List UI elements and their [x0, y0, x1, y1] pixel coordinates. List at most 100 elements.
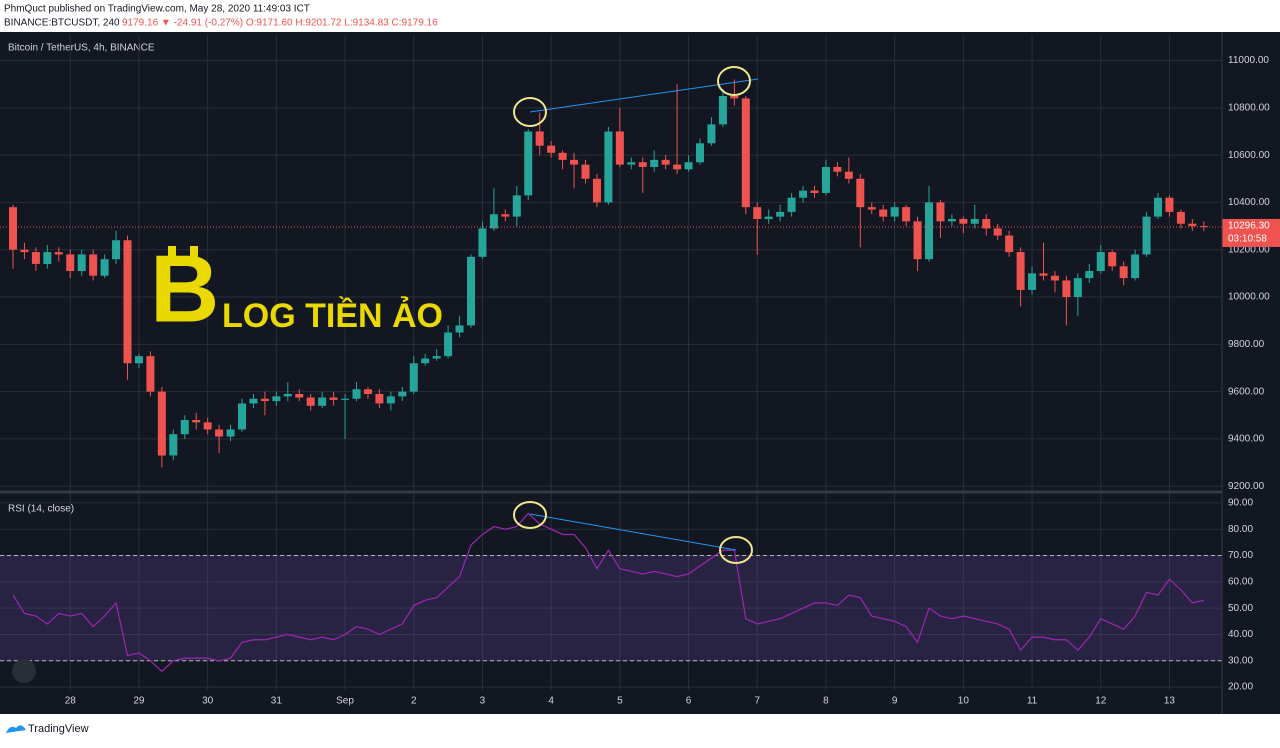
y-tick-label: 10000.00: [1228, 292, 1270, 303]
highlight-circle: [717, 66, 751, 96]
y-tick-label: 10400.00: [1228, 197, 1270, 208]
candle-body: [1096, 252, 1105, 272]
x-tick-label: 30: [202, 696, 214, 707]
candle-body: [398, 391, 407, 397]
candle-body: [192, 420, 201, 423]
plot: 9200.009400.009600.009800.0010000.001020…: [0, 35, 1280, 707]
candle-body: [867, 207, 876, 210]
y-tick-label: 20.00: [1228, 682, 1253, 693]
published: PhmQuct published on TradingView.com, Ma…: [4, 4, 310, 15]
candle-body: [707, 124, 716, 144]
candle-body: [650, 159, 659, 167]
candle-body: [1108, 252, 1117, 267]
candle-body: [638, 162, 647, 167]
candle-body: [180, 420, 189, 435]
candle-body: [627, 162, 636, 165]
candle-body: [753, 207, 762, 219]
logo-button[interactable]: [12, 659, 36, 683]
y-tick-label: 70.00: [1228, 550, 1253, 561]
candle-body: [1165, 197, 1174, 212]
logo-bar: [168, 246, 176, 260]
x-tick-label: 6: [686, 696, 692, 707]
x-tick-label: 2: [411, 696, 417, 707]
y-tick-label: 10600.00: [1228, 150, 1270, 161]
candle-body: [1188, 223, 1197, 227]
countdown: 03:10:58: [1228, 234, 1267, 245]
candle-body: [833, 166, 842, 172]
candle-body: [341, 398, 350, 400]
candle-body: [146, 356, 155, 392]
y-tick-label: 9400.00: [1228, 434, 1265, 445]
symbol: BINANCE:BTCUSDT, 240: [4, 18, 120, 29]
candle-body: [295, 393, 304, 398]
candle-body: [100, 259, 109, 276]
candle-body: [730, 96, 739, 99]
candle-body: [489, 214, 498, 229]
candle-body: [1119, 266, 1128, 279]
candle-body: [375, 393, 384, 404]
candle-body: [970, 218, 979, 224]
candle-body: [844, 171, 853, 179]
candle-body: [799, 190, 808, 198]
candle-body: [77, 254, 86, 272]
candle-body: [661, 159, 670, 165]
rsi-band: [0, 555, 1222, 661]
candle-body: [696, 143, 704, 163]
quote: 9179.16 ▼ -24.91 (-0.27%) O:9171.60 H:92…: [122, 18, 438, 29]
x-tick-label: 28: [65, 696, 77, 707]
candle-body: [215, 429, 224, 437]
rsi-line: [12, 512, 1204, 673]
candle-body: [306, 397, 315, 406]
candle-body: [329, 397, 338, 400]
candle-body: [1154, 197, 1162, 217]
candle-body: [467, 256, 475, 326]
y-tick-label: 60.00: [1228, 576, 1253, 587]
y-tick-label: 9800.00: [1228, 339, 1265, 350]
y-tick-label: 11000.00: [1228, 55, 1269, 66]
highlight-circle: [719, 536, 753, 564]
candle-body: [1039, 273, 1048, 276]
brand: TradingView: [28, 723, 89, 735]
candle-body: [902, 207, 911, 222]
candle-body: [947, 218, 956, 222]
candle-body: [283, 393, 292, 397]
logo-bar: [190, 246, 198, 260]
candle-body: [386, 396, 395, 404]
x-tick-label: 29: [133, 696, 145, 707]
rsi-trendline: [529, 513, 737, 551]
candle-body: [89, 254, 98, 276]
candle-body: [993, 228, 1002, 236]
candle-body: [501, 214, 510, 217]
x-tick-label: 31: [271, 696, 283, 707]
candle-body: [444, 332, 453, 357]
candle-body: [1176, 211, 1185, 224]
candle-body: [776, 211, 785, 217]
candle-body: [615, 131, 624, 165]
candle-body: [20, 249, 29, 253]
y-tick-label: 10800.00: [1228, 102, 1270, 113]
candle-body: [1142, 216, 1151, 255]
chart-title: Bitcoin / TetherUS, 4h, BINANCE: [8, 43, 155, 54]
last-price-label: 10296.30: [1228, 221, 1270, 232]
candle-body: [936, 202, 945, 222]
x-tick-label: 11: [1027, 696, 1038, 707]
x-tick-label: 13: [1164, 696, 1176, 707]
candle-body: [31, 252, 40, 264]
watermark-text: LOG TIỀN ẢO: [222, 297, 443, 335]
candle-body: [169, 434, 178, 456]
chart-title: RSI (14, close): [8, 504, 74, 515]
candle-body: [455, 325, 464, 333]
chart-bg: [0, 32, 1280, 714]
candle-body: [512, 195, 521, 217]
y-tick-label: 9200.00: [1228, 481, 1265, 492]
y-tick-label: 30.00: [1228, 655, 1253, 666]
candle-body: [718, 96, 727, 125]
candle-body: [570, 159, 579, 165]
watermark: B LOG TIỀN ẢO: [150, 235, 443, 342]
candle-body: [581, 164, 590, 179]
x-tick-label: 8: [823, 696, 829, 707]
candle-body: [203, 422, 212, 430]
y-tick-label: 90.00: [1228, 498, 1253, 509]
candle-body: [226, 429, 235, 437]
